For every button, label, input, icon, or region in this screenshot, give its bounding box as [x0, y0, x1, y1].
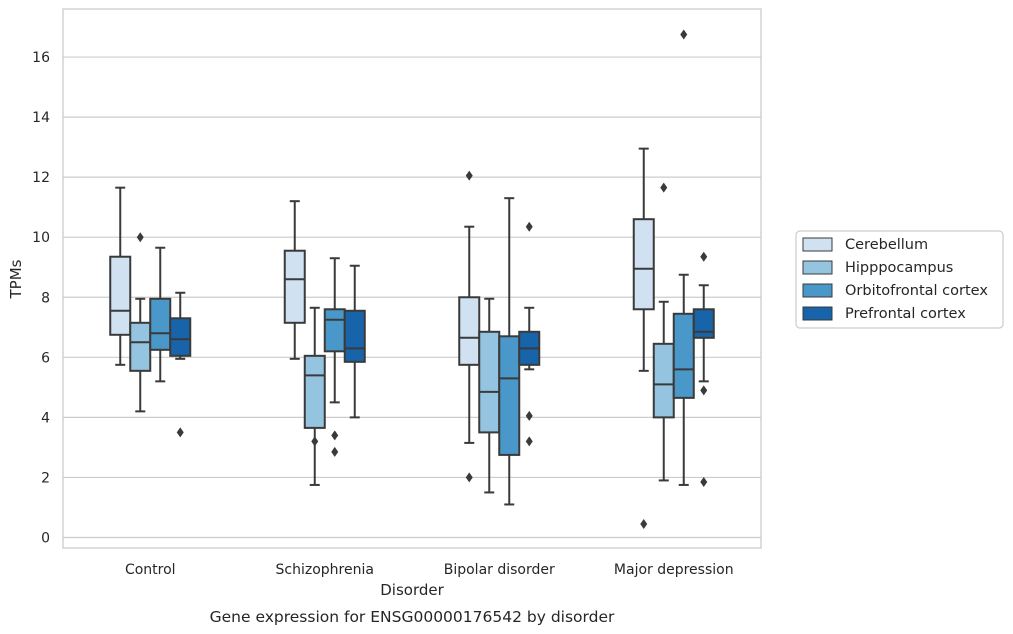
- outlier-point: [136, 232, 144, 243]
- box-cerebellum: [283, 200, 306, 360]
- y-tick-label: 4: [41, 410, 50, 426]
- legend-label: Orbitofrontal cortex: [845, 283, 988, 299]
- box-body: [498, 335, 521, 456]
- box-prefrontal-cortex: [169, 291, 192, 438]
- box-body: [632, 218, 655, 311]
- legend-swatch: [802, 260, 833, 275]
- outlier-point: [700, 476, 708, 487]
- chart-caption: Gene expression for ENSG00000176542 by d…: [210, 608, 615, 626]
- box-body: [283, 249, 306, 324]
- box-hipppocampus: [478, 297, 501, 494]
- box-prefrontal-cortex: [692, 251, 715, 487]
- legend-swatch: [802, 306, 833, 321]
- x-tick-label: Schizophrenia: [276, 562, 374, 578]
- outlier-point: [465, 472, 473, 483]
- y-axis-label: TPMs: [7, 259, 25, 299]
- box-body: [129, 321, 152, 372]
- y-tick-label: 8: [41, 290, 50, 306]
- legend-label: Cerebellum: [845, 237, 928, 253]
- box-cerebellum: [458, 170, 481, 483]
- box-prefrontal-cortex: [518, 221, 541, 447]
- y-tick-label: 16: [32, 50, 50, 66]
- legend-label: Hipppocampus: [845, 260, 953, 276]
- outlier-point: [176, 427, 184, 438]
- y-tick-labels: 0 2 4 6 8 10 12 14 16: [32, 50, 50, 546]
- x-tick-labels: Control Schizophrenia Bipolar disorder Majo…: [125, 562, 734, 578]
- box-cerebellum: [109, 186, 132, 366]
- x-axis-label: Disorder: [380, 581, 444, 599]
- box-hipppocampus: [652, 182, 675, 482]
- legend-swatch: [802, 237, 833, 252]
- box-body: [478, 330, 501, 434]
- box-body: [109, 255, 132, 336]
- box-hipppocampus: [129, 232, 152, 413]
- outlier-point: [680, 29, 688, 40]
- y-tick-label: 6: [41, 350, 50, 366]
- outlier-point: [331, 446, 339, 457]
- legend: Cerebellum Hipppocampus Orbitofrontal cort…: [795, 230, 1004, 329]
- plot-frame: [62, 8, 762, 549]
- x-tick-label: Major depression: [614, 562, 734, 578]
- plot-marks: [109, 29, 715, 529]
- box-orbitofrontal-cortex: [672, 29, 695, 486]
- outlier-point: [700, 251, 708, 262]
- y-tick-label: 2: [41, 470, 50, 486]
- x-tick-label: Control: [125, 562, 176, 578]
- outlier-point: [311, 436, 319, 447]
- outlier-point: [640, 518, 648, 529]
- box-orbitofrontal-cortex: [498, 197, 521, 506]
- box-prefrontal-cortex: [343, 264, 366, 419]
- box-body: [323, 308, 346, 353]
- gridlines: [63, 56, 761, 539]
- y-tick-label: 14: [32, 110, 50, 126]
- outlier-point: [525, 410, 533, 421]
- box-body: [692, 308, 715, 339]
- legend-label: Prefrontal cortex: [845, 306, 966, 322]
- box-body: [672, 312, 695, 399]
- legend-swatch: [802, 283, 833, 298]
- box-hipppocampus: [303, 306, 326, 486]
- box-body: [652, 342, 675, 419]
- box-body: [149, 297, 172, 351]
- x-tick-label: Bipolar disorder: [444, 562, 555, 578]
- y-tick-label: 10: [32, 230, 50, 246]
- box-body: [343, 309, 366, 363]
- y-tick-label: 0: [41, 530, 50, 546]
- outlier-point: [525, 221, 533, 232]
- legend-frame: [795, 230, 1004, 329]
- outlier-point: [465, 170, 473, 181]
- box-body: [458, 296, 481, 366]
- outlier-point: [660, 182, 668, 193]
- box-orbitofrontal-cortex: [149, 246, 172, 383]
- box-cerebellum: [632, 147, 655, 529]
- box-body: [169, 317, 192, 357]
- outlier-point: [331, 430, 339, 441]
- outlier-point: [700, 385, 708, 396]
- y-tick-label: 12: [32, 170, 50, 186]
- outlier-point: [525, 436, 533, 447]
- box-body: [303, 354, 326, 429]
